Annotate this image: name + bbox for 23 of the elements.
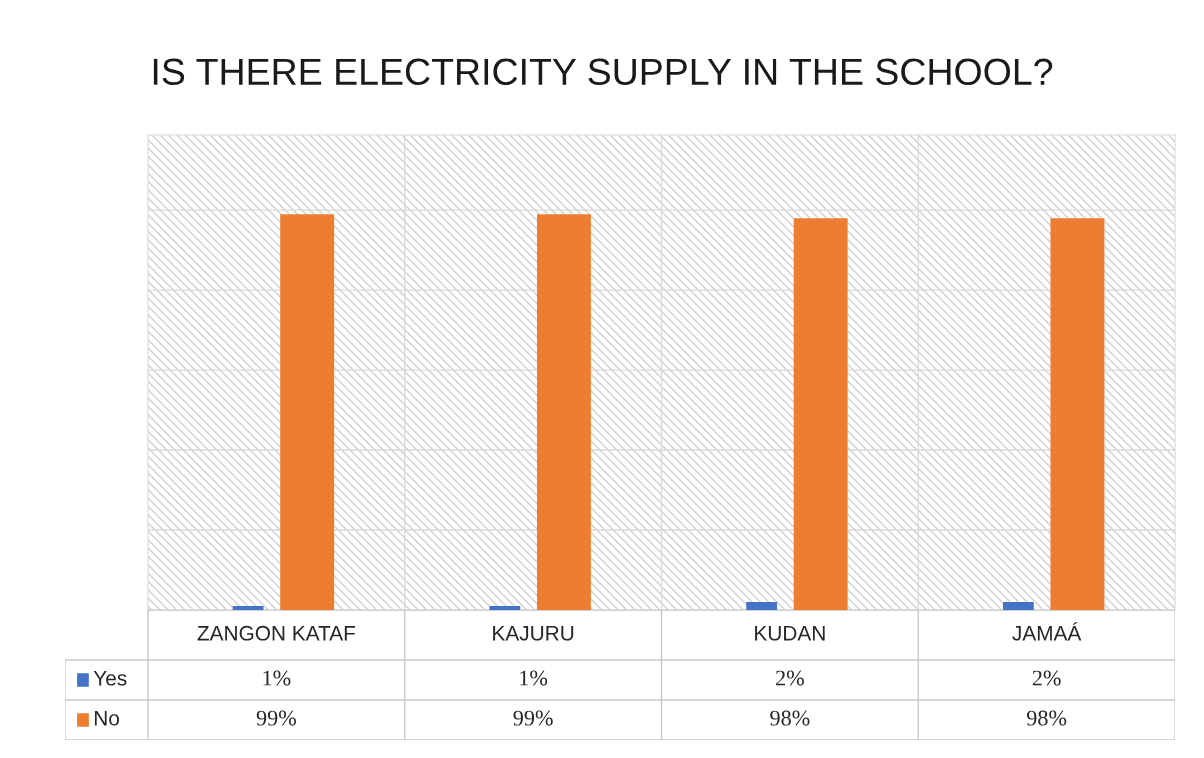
- bar: [232, 606, 264, 610]
- bar: [489, 606, 521, 610]
- data-label: 2%: [776, 670, 804, 686]
- data-label: 98%: [1026, 710, 1067, 726]
- legend-label: Yes: [93, 671, 127, 686]
- bar: [1050, 218, 1105, 610]
- x-tick-label: KUDAN: [755, 626, 825, 641]
- legend-label: No: [94, 711, 119, 726]
- data-label: 2%: [1032, 670, 1061, 686]
- data-label: 1%: [263, 670, 291, 686]
- bar: [536, 214, 591, 610]
- x-tick-label: JAMAÁ: [1012, 622, 1082, 641]
- bar: [793, 218, 848, 610]
- bar: [280, 214, 335, 610]
- bar: [1002, 602, 1034, 610]
- x-tick-label: ZANGON KATAF: [197, 625, 356, 641]
- chart-title: IS THERE ELECTRICITY SUPPLY IN THE SCHOOL?: [153, 58, 1053, 86]
- bar: [746, 602, 778, 610]
- data-label: 98%: [770, 710, 810, 726]
- x-tick-label: KAJURU: [493, 626, 574, 641]
- data-label: 99%: [256, 710, 296, 726]
- data-label: 1%: [520, 670, 548, 686]
- data-label: 99%: [513, 710, 553, 726]
